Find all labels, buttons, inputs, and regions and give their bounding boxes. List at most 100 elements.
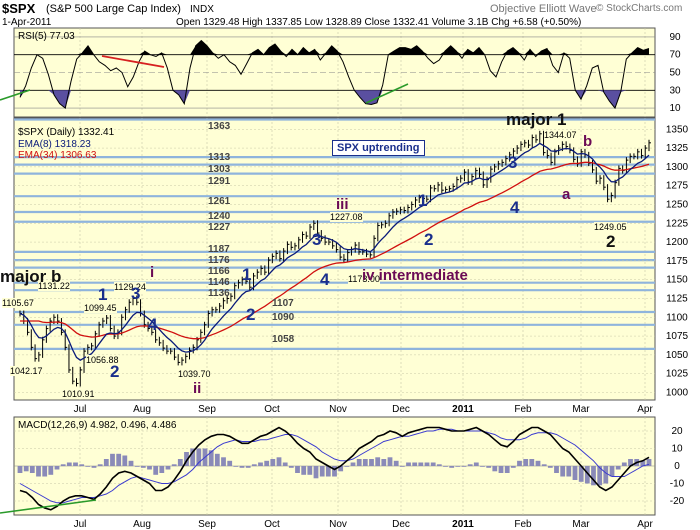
wave-major-b: major b	[0, 267, 62, 286]
rsi-tick-70: 70	[669, 50, 681, 61]
macd-histogram-bar	[264, 460, 270, 467]
macd-histogram-bar	[332, 466, 337, 477]
pivot-1146: 1146	[208, 277, 230, 288]
wave-minor-3-a: 3	[131, 284, 141, 303]
macd-histogram-bar	[344, 466, 350, 467]
macd-histogram-bar	[406, 462, 411, 466]
macd-histogram-bar	[116, 453, 122, 467]
macd-histogram-bar	[177, 459, 183, 466]
price-label-1129: 1129.24	[114, 282, 146, 292]
xlabel-price-tick-oct: Oct	[264, 404, 280, 415]
macd-histogram-bar	[609, 466, 615, 477]
macd-histogram-bar	[48, 466, 54, 475]
macd-histogram-bar	[159, 466, 165, 473]
rsi-legend: RSI(5) 77.03	[18, 31, 75, 42]
macd-histogram-bar	[566, 466, 572, 477]
xlabel-price-tick-nov: Nov	[329, 404, 347, 415]
ticker-symbol: $SPX	[2, 1, 36, 16]
xlabel-macd-tick-mar: Mar	[572, 519, 590, 530]
macd-histogram-bar	[36, 466, 41, 477]
wave-minor-1-c: 1	[418, 191, 428, 210]
macd-tick-20: 20	[671, 426, 683, 437]
macd-histogram-bar	[584, 466, 590, 484]
price-tick-1075: 1075	[666, 331, 689, 342]
macd-histogram-bar	[153, 466, 159, 475]
price-label-1131: 1131.22	[38, 281, 70, 291]
macd-tick-0: 0	[674, 461, 680, 472]
price-tick-1350: 1350	[666, 124, 689, 135]
wave-iii: iii	[336, 196, 349, 213]
pivot-1176: 1176	[208, 255, 230, 266]
rsi-tick-10: 10	[669, 103, 681, 114]
macd-histogram-bar	[498, 466, 504, 473]
macd-histogram-bar	[480, 466, 485, 467]
macd-histogram-bar	[418, 462, 424, 466]
xlabel-macd-tick-aug: Aug	[133, 519, 151, 530]
price-tick-1300: 1300	[666, 162, 689, 173]
macd-histogram-bar	[387, 457, 393, 467]
macd-histogram-bar	[461, 466, 467, 467]
rsi-panel: 90 70 50 30 10	[0, 27, 681, 118]
rsi-tick-90: 90	[669, 32, 681, 43]
price-label-1010: 1010.91	[62, 389, 95, 399]
price-label-1099: 1099.45	[84, 303, 117, 313]
price-tick-1050: 1050	[666, 350, 689, 361]
copyright-label: © StockCharts.com	[596, 3, 683, 14]
macd-histogram-bar	[110, 453, 115, 467]
macd-histogram-bar	[510, 466, 516, 468]
macd-histogram-bar	[66, 462, 72, 466]
ohlc-text: Open 1329.48 High 1337.85 Low 1328.89 Cl…	[176, 17, 582, 28]
pivot-1187: 1187	[208, 244, 230, 255]
price-label-1344: 1344.07	[544, 130, 577, 140]
price-label-1039: 1039.70	[178, 369, 211, 379]
macd-histogram-bar	[103, 459, 109, 466]
macd-tick--20: -20	[670, 496, 685, 507]
macd-histogram-bar	[547, 466, 553, 468]
xlabel-price-tick-aug: Aug	[133, 404, 151, 415]
macd-panel: 20 10 0 -10 -20	[0, 416, 685, 516]
ema34-line	[20, 161, 650, 340]
macd-histogram-bar	[251, 464, 257, 467]
macd-histogram-bar	[295, 466, 300, 473]
rsi-overbought-fill	[20, 40, 649, 55]
price-label-1056: 1056.88	[86, 355, 119, 365]
macd-histogram-bar	[128, 460, 134, 467]
macd-histogram-bar	[430, 462, 436, 466]
exchange-label: INDX	[190, 4, 214, 15]
macd-histogram-bar	[79, 464, 85, 467]
macd-histogram-bar	[436, 464, 442, 467]
price-tick-1150: 1150	[666, 275, 688, 286]
xlabel-macd-tick-oct: Oct	[264, 519, 280, 530]
macd-histogram-bar	[165, 466, 171, 470]
macd-histogram-bar	[621, 462, 627, 466]
wave-ii: ii	[193, 380, 202, 397]
wave-minor-4-b: 4	[320, 270, 330, 289]
pivot-1058: 1058	[272, 334, 295, 345]
macd-histogram-bar	[443, 466, 448, 467]
macd-histogram-bar	[597, 466, 603, 486]
pivot-1166: 1166	[208, 266, 230, 277]
pivot-1261: 1261	[208, 196, 231, 207]
price-tick-1000: 1000	[666, 387, 689, 398]
wave-minor-1-a: 1	[98, 285, 108, 304]
price-legend-ema8: EMA(8) 1318.23	[18, 139, 91, 150]
macd-histogram-bar	[399, 466, 405, 467]
macd-histogram-bar	[325, 466, 331, 477]
macd-histogram-bar	[313, 466, 319, 479]
macd-histogram-bar	[628, 459, 633, 466]
macd-histogram-bar	[184, 452, 189, 466]
wave-major-1: major 1	[506, 110, 567, 129]
macd-histogram-bar	[356, 459, 362, 466]
wave-minor-3-b: 3	[312, 230, 322, 249]
xlabel-macd-tick-jul: Jul	[74, 519, 87, 530]
macd-tick--10: -10	[670, 479, 685, 490]
macd-histogram-bar	[122, 455, 128, 466]
macd-histogram-bar	[245, 466, 251, 468]
macd-histogram-bar	[73, 462, 78, 466]
price-label-1227: 1227.08	[330, 212, 363, 222]
price-tick-1325: 1325	[666, 143, 689, 154]
xlabel-macd-tick-feb: Feb	[514, 519, 532, 530]
pivot-1240: 1240	[208, 211, 231, 222]
xlabel-price-tick-jul: Jul	[74, 404, 87, 415]
macd-histogram-bar	[523, 459, 529, 466]
